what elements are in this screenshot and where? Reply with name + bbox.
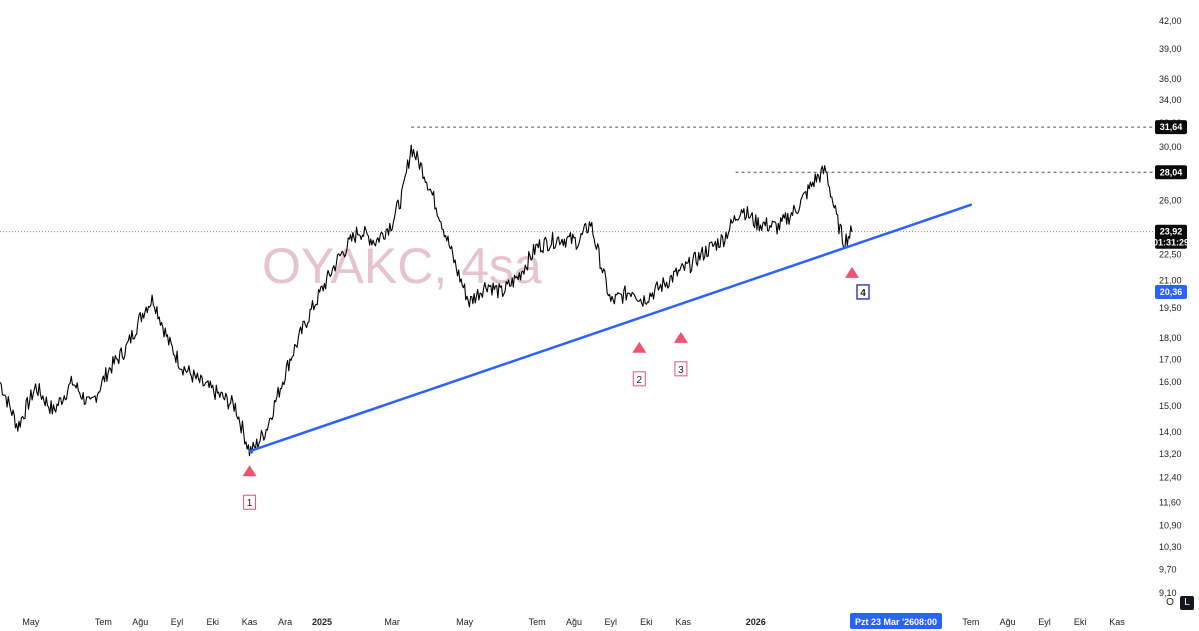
y-tick-label: 13,20	[1159, 449, 1182, 459]
y-tick-label: 18,00	[1159, 333, 1182, 343]
x-tick-label: Eki	[206, 617, 219, 627]
level-price-tag	[1155, 120, 1187, 135]
y-tick-label: 30,00	[1159, 142, 1182, 152]
pivot-label-box	[632, 371, 646, 387]
pivot-label-box	[243, 494, 257, 510]
symbol-watermark-layer: OYAKC, 4sa	[262, 238, 542, 294]
pivot-label: 1	[247, 498, 253, 509]
y-tick-label: 21,00	[1159, 275, 1182, 285]
y-tick-label: 17,00	[1159, 354, 1182, 364]
x-tick-label: Tem	[529, 617, 546, 627]
y-tick-label: 11,60	[1159, 497, 1181, 507]
crosshair-time-label: 08:00	[914, 617, 937, 627]
x-tick-label: Mar	[384, 617, 400, 627]
x-tick-label: Ağu	[132, 617, 148, 627]
x-tick-label: May	[22, 617, 40, 627]
x-tick-label: Ağu	[566, 617, 582, 627]
pivot-triangle-icon	[845, 266, 860, 278]
x-tick-label: 2025	[312, 617, 332, 627]
x-tick-label: Ara	[278, 617, 292, 627]
level-price-tag-label: 31,64	[1160, 122, 1183, 132]
x-tick-label: Eki	[640, 617, 653, 627]
settings-icon[interactable]: O	[1166, 597, 1174, 608]
price-line-series	[0, 144, 853, 457]
x-tick-label: Ağu	[1000, 617, 1016, 627]
trendline-price-label: 20,36	[1160, 287, 1183, 297]
level-price-tag	[1155, 165, 1187, 180]
x-tick-label: Eki	[1074, 617, 1087, 627]
price-axis[interactable]: 42,0039,0036,0034,0032,0030,0028,0026,00…	[1159, 16, 1182, 598]
pivot-label-box	[674, 361, 688, 377]
x-tick-label: Kas	[242, 617, 258, 627]
pivot-label-box	[856, 284, 870, 300]
horizontal-levels	[0, 126, 1153, 233]
x-tick-label: Eyl	[171, 617, 184, 627]
y-tick-label: 16,00	[1159, 377, 1182, 387]
crosshair-date-tag	[850, 613, 943, 629]
x-tick-label: May	[456, 617, 474, 627]
time-axis[interactable]: May Tem Ağu Eyl Eki Kas Ara 2025 Mar May Tem Ağu Eyl…	[22, 613, 1125, 629]
pivot-label: 3	[678, 365, 684, 376]
support-trendline[interactable]	[248, 203, 973, 453]
symbol-watermark: OYAKC, 4sa	[262, 238, 542, 294]
y-tick-label: 15,00	[1159, 401, 1182, 411]
pivot-label: 4	[860, 288, 866, 299]
y-tick-label: 22,50	[1159, 250, 1182, 260]
y-tick-label: 14,00	[1159, 427, 1182, 437]
trendline-layer[interactable]	[248, 203, 973, 453]
pivot-label: 2	[637, 375, 643, 386]
crosshair-date-label: Pzt 23 Mar '26	[855, 617, 914, 627]
y-tick-label: 9,10	[1159, 588, 1177, 598]
y-tick-label: 12,40	[1159, 472, 1182, 482]
current-price-tag	[1155, 224, 1187, 249]
y-tick-label: 9,70	[1159, 564, 1177, 574]
pivot-triangle-icon	[673, 331, 688, 343]
trendline-price-tag	[1155, 284, 1187, 299]
y-tick-label: 34,00	[1159, 95, 1182, 105]
y-tick-label: 10,30	[1159, 542, 1182, 552]
current-price-label: 23,92	[1160, 227, 1183, 237]
x-tick-label: 2026	[746, 617, 766, 627]
bar-countdown-label: 01:31:29	[1153, 238, 1189, 248]
level-price-tag-label: 28,04	[1160, 167, 1183, 177]
pivot-triangle-icon	[242, 465, 257, 477]
y-tick-label: 42,00	[1159, 16, 1182, 26]
pivot-markers: 1 2 3 4	[242, 266, 870, 510]
x-tick-label: Tem	[962, 617, 979, 627]
y-tick-label: 36,00	[1159, 74, 1182, 84]
pivot-triangle-icon	[632, 341, 647, 353]
x-tick-label: Eyl	[605, 617, 618, 627]
y-tick-label: 26,00	[1159, 196, 1182, 206]
price-series	[0, 144, 853, 457]
y-tick-label: 19,50	[1159, 303, 1182, 313]
y-tick-label: 10,90	[1159, 521, 1182, 531]
x-tick-label: Kas	[1109, 617, 1125, 627]
x-tick-label: Eyl	[1038, 617, 1051, 627]
x-tick-label: Kas	[676, 617, 692, 627]
x-tick-label: Tem	[95, 617, 112, 627]
y-tick-label: 39,00	[1159, 44, 1182, 54]
log-scale-button[interactable]: L	[1180, 596, 1194, 610]
